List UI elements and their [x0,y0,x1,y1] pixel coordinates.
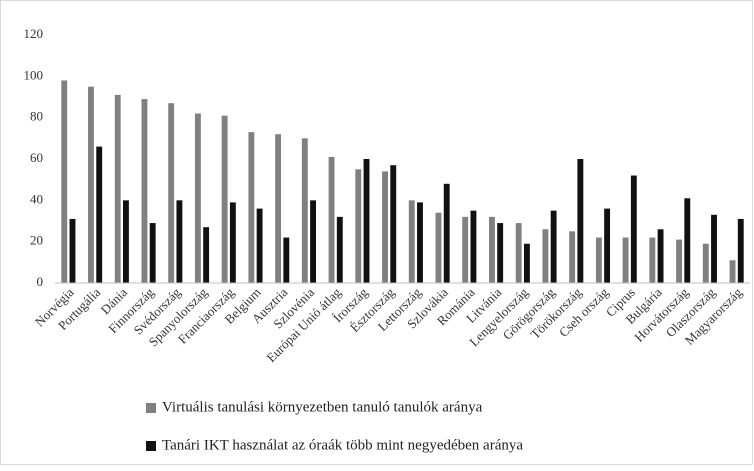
bar [550,210,557,283]
bar [462,216,469,283]
bar [676,239,682,283]
bar [577,159,584,283]
bar [61,80,68,283]
bar [604,208,611,283]
bar [275,134,282,283]
bar [737,218,744,283]
y-tick-label: 60 [30,150,43,165]
bar [729,260,736,283]
bar [515,223,522,283]
bar [221,115,228,283]
bar [622,237,629,283]
bar [310,200,316,283]
bar [301,138,308,283]
bar [435,212,442,283]
bar [336,216,343,283]
bar [470,210,477,283]
bar [69,218,76,283]
bar [443,183,450,283]
bar [542,229,549,283]
y-tick-label: 0 [37,274,44,289]
bar [657,229,664,283]
bar [248,132,255,283]
legend-swatch [146,441,156,451]
legend-swatch [146,403,156,413]
bar [363,159,370,283]
y-tick-label: 80 [30,109,43,124]
bar [168,103,175,283]
legend-label: Virtuális tanulási környezetben tanuló t… [162,399,483,415]
y-tick-label: 40 [30,191,43,206]
bar [569,231,576,283]
bar [408,200,415,283]
bar [149,223,156,283]
bar [229,202,236,283]
bar [497,223,504,283]
bar [141,99,148,283]
bar [283,237,290,283]
bar [390,165,397,283]
bar [595,237,602,283]
legend-label: Tanári IKT használat az óraák több mint … [162,437,523,453]
y-tick-label: 20 [30,233,43,248]
y-tick-label: 120 [24,26,44,41]
bar [123,200,129,283]
bar [417,202,423,283]
bar [489,216,495,283]
bar [355,169,362,283]
bar [382,171,388,283]
bar [630,175,637,283]
bar [328,156,335,283]
bar [684,198,691,283]
bar [88,86,94,284]
bar [711,214,717,283]
bar [96,146,103,283]
bar [203,227,210,283]
bar [194,113,201,284]
bar [256,208,263,283]
bar [523,243,530,283]
bar [702,243,709,283]
y-tick-label: 100 [24,67,44,82]
bar [649,237,656,283]
bar [114,94,121,283]
bar [176,200,183,283]
